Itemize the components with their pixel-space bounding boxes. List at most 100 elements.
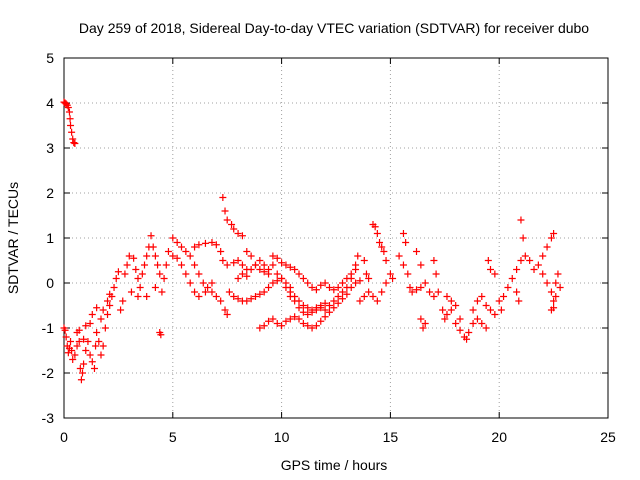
data-point (482, 302, 490, 309)
data-point (343, 290, 351, 298)
data-point (295, 304, 303, 312)
data-point (325, 284, 333, 291)
data-point (157, 331, 165, 339)
data-point (330, 304, 338, 312)
data-point (117, 306, 125, 314)
data-point (273, 270, 281, 278)
data-point (119, 297, 127, 305)
data-point (62, 100, 70, 108)
data-point (339, 295, 347, 303)
data-point (234, 275, 242, 282)
x-tick-label: 5 (169, 429, 177, 445)
data-point (356, 277, 364, 285)
data-point (539, 252, 547, 260)
data-point (238, 232, 246, 240)
data-point (497, 306, 505, 314)
data-point (334, 299, 342, 307)
data-point (260, 288, 268, 296)
data-point (521, 252, 529, 260)
data-point (321, 306, 329, 314)
data-point (308, 284, 316, 291)
data-point (343, 284, 351, 291)
data-point (90, 365, 98, 372)
data-point (421, 279, 429, 287)
data-point (93, 304, 101, 312)
data-point (550, 230, 558, 237)
y-tick-label: 1 (46, 230, 54, 246)
data-point (191, 261, 199, 269)
data-point (269, 261, 277, 269)
data-point (212, 241, 220, 249)
data-point (147, 232, 155, 240)
data-point (282, 284, 290, 291)
data-point (417, 261, 425, 269)
data-point (447, 297, 455, 305)
data-point (65, 108, 73, 116)
data-point (121, 270, 129, 278)
data-point (269, 252, 277, 260)
data-point (473, 315, 481, 323)
data-point (421, 320, 429, 327)
data-point (160, 275, 168, 282)
data-point (304, 304, 312, 312)
data-point (299, 302, 307, 309)
data-point (223, 311, 231, 318)
data-point (519, 234, 527, 242)
data-point (389, 275, 397, 282)
y-tick-label: -2 (42, 365, 55, 381)
data-point (334, 284, 342, 291)
data-point (256, 324, 264, 332)
data-point (130, 254, 138, 262)
data-point (486, 266, 494, 273)
data-point (186, 252, 194, 260)
data-point (127, 288, 135, 296)
data-point (552, 279, 560, 287)
data-point (321, 279, 329, 287)
data-point (426, 288, 434, 296)
data-point (504, 284, 512, 291)
data-point (465, 329, 473, 336)
data-point (469, 306, 477, 314)
data-point (143, 293, 151, 300)
data-point (517, 216, 525, 224)
data-point (92, 342, 100, 350)
data-point (360, 257, 368, 264)
data-point (378, 243, 386, 251)
data-point (230, 293, 238, 300)
data-point (382, 257, 390, 264)
data-point (304, 322, 312, 330)
data-point (295, 315, 303, 323)
data-point (234, 257, 242, 264)
data-point (543, 243, 551, 251)
data-point (291, 297, 299, 305)
data-point (265, 317, 273, 325)
data-point (402, 239, 410, 246)
data-point (64, 104, 72, 111)
data-point (413, 248, 421, 255)
data-point (61, 326, 69, 334)
data-point (491, 270, 499, 278)
data-point (106, 302, 114, 309)
data-point (191, 288, 199, 296)
data-point (482, 324, 490, 332)
y-tick-label: 0 (46, 275, 54, 291)
data-point (97, 315, 105, 323)
chart-title: Day 259 of 2018, Sidereal Day-to-day VTE… (79, 20, 589, 36)
data-point (365, 288, 373, 296)
data-point (256, 290, 264, 298)
y-tick-label: -1 (42, 320, 55, 336)
y-tick-label: -3 (42, 410, 55, 426)
data-point (123, 261, 131, 269)
data-point (230, 225, 238, 233)
data-point (106, 290, 114, 298)
data-point (204, 284, 212, 291)
data-point (430, 257, 438, 264)
data-point (530, 266, 538, 273)
data-point (399, 261, 407, 269)
data-point (317, 281, 325, 289)
data-point (432, 270, 440, 278)
data-point (325, 308, 333, 316)
data-point (169, 252, 177, 260)
data-point (158, 288, 166, 296)
data-point (417, 315, 425, 323)
